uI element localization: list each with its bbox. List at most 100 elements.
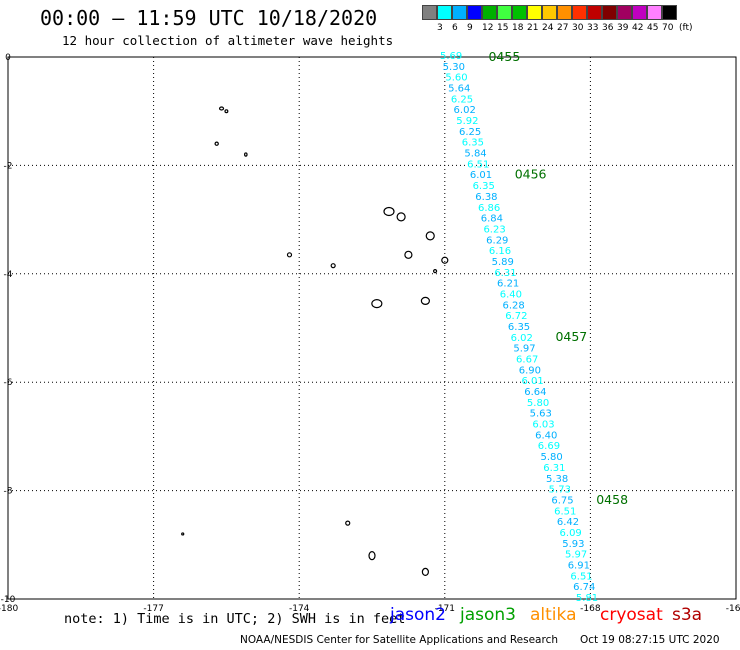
- longitude-label: -174: [289, 604, 310, 614]
- legend-label: 45: [647, 23, 659, 33]
- wave-height-value: 5.63: [530, 409, 552, 420]
- legend-labels: 3 6 9 12 15 18 21 24 27 30 33 36 39 42 45 70 (ft): [422, 23, 740, 35]
- wave-height-value: 6.31: [543, 463, 565, 474]
- longitude-label: -180: [0, 604, 18, 614]
- legend-label: 27: [557, 23, 569, 33]
- legend-label: (ft): [679, 23, 693, 33]
- legend-label: 12: [482, 23, 494, 33]
- track-time-label: 0455: [488, 49, 520, 64]
- satellite-track: 5.695.305.605.646.256.025.926.256.355.84…: [440, 49, 628, 604]
- wave-height-value: 6.03: [532, 420, 554, 431]
- wave-height-value: 5.81: [576, 593, 598, 604]
- track-time-label: 0458: [596, 492, 628, 507]
- island-outline: [371, 299, 383, 309]
- longitude-label: -177: [143, 604, 163, 614]
- legend-swatch: [437, 5, 452, 20]
- legend-label: 3: [437, 23, 443, 33]
- island-outline: [181, 532, 185, 536]
- wave-height-value: 5.30: [443, 62, 465, 73]
- latitude-label: -10: [1, 595, 16, 605]
- legend-swatch: [482, 5, 497, 20]
- map-grid: [7, 56, 737, 600]
- legend-label: 33: [587, 23, 599, 33]
- wave-height-value: 6.38: [475, 192, 497, 203]
- wave-height-value: 6.35: [508, 322, 530, 333]
- wave-height-value: 5.69: [440, 51, 462, 62]
- legend-label: 15: [497, 23, 509, 33]
- axis-labels: -180 -177 -174 -171 -168 -165 0 -2 -4 -6 -8 -10: [0, 53, 740, 614]
- island-outlines: [181, 106, 449, 577]
- legend-swatch: [422, 5, 437, 20]
- wave-height-value: 5.80: [541, 452, 563, 463]
- legend-label: 9: [467, 23, 473, 33]
- island-outline: [404, 250, 413, 259]
- wave-height-value: 6.16: [489, 246, 511, 257]
- page-title: 00:00 – 11:59 UTC 10/18/2020: [40, 6, 378, 30]
- legend-swatch: [617, 5, 632, 20]
- latitude-label: -8: [4, 487, 13, 497]
- island-outline: [432, 268, 438, 274]
- page-subtitle: 12 hour collection of altimeter wave hei…: [62, 33, 394, 48]
- wave-height-value: 6.40: [535, 430, 557, 441]
- wave-height-value: 6.25: [451, 94, 473, 105]
- legend-label: 70: [662, 23, 674, 33]
- legend-label: 42: [632, 23, 644, 33]
- legend-swatch: [497, 5, 512, 20]
- island-outline: [368, 551, 376, 561]
- legend-label: 30: [572, 23, 584, 33]
- legend-swatch: [542, 5, 557, 20]
- credit-text: NOAA/NESDIS Center for Satellite Applica…: [240, 634, 558, 646]
- wave-height-value: 6.69: [538, 441, 560, 452]
- wave-height-value: 6.51: [570, 571, 592, 582]
- legend-label: 6: [452, 23, 458, 33]
- legend-label: 21: [527, 23, 539, 33]
- wave-height-value: 6.64: [524, 387, 546, 398]
- island-outline: [244, 152, 248, 157]
- wave-height-value: 6.35: [462, 138, 484, 149]
- wave-height-value: 6.29: [486, 235, 508, 246]
- longitude-label: -168: [580, 604, 601, 614]
- wave-height-value: 5.93: [562, 539, 584, 550]
- island-outline: [224, 109, 229, 114]
- legend-label: 18: [512, 23, 524, 33]
- wave-height-value: 5.64: [448, 84, 470, 95]
- generated-timestamp: Oct 19 08:27:15 UTC 2020: [580, 634, 720, 646]
- latitude-label: -6: [4, 378, 13, 388]
- wave-height-value: 6.40: [500, 289, 522, 300]
- legend-swatch: [662, 5, 677, 20]
- legend-swatch: [467, 5, 482, 20]
- legend-swatch: [557, 5, 572, 20]
- island-outline: [330, 263, 336, 269]
- legend-swatch: [512, 5, 527, 20]
- wave-height-value: 6.91: [568, 560, 590, 571]
- wave-height-value: 6.01: [470, 170, 492, 181]
- wave-height-value: 5.84: [464, 149, 486, 160]
- island-outline: [218, 106, 225, 111]
- island-outline: [286, 252, 293, 258]
- wave-height-value: 6.67: [516, 355, 538, 366]
- wave-height-value: 6.90: [519, 365, 541, 376]
- island-outline: [425, 231, 435, 241]
- satellite-label-jason2: jason2: [390, 605, 446, 625]
- wave-height-value: 5.60: [445, 73, 467, 84]
- satellite-label-cryosat: cryosat: [600, 605, 663, 625]
- wave-height-value: 5.38: [546, 474, 568, 485]
- island-outline: [214, 141, 219, 146]
- legend-label: 39: [617, 23, 629, 33]
- wave-height-value: 6.02: [511, 333, 533, 344]
- legend-swatches: [422, 5, 677, 20]
- island-outline: [383, 206, 395, 217]
- latitude-label: -4: [4, 270, 13, 280]
- wave-height-value: 5.73: [549, 485, 571, 496]
- island-outline: [396, 212, 406, 222]
- legend-swatch: [527, 5, 542, 20]
- island-outline: [441, 256, 449, 264]
- island-outline: [421, 567, 429, 577]
- wave-height-value: 6.28: [502, 300, 524, 311]
- wave-height-value: 5.97: [513, 344, 535, 355]
- island-outline: [345, 520, 351, 526]
- wave-height-value: 5.97: [565, 550, 587, 561]
- wave-height-value: 6.84: [481, 214, 503, 225]
- wave-height-value: 6.21: [497, 279, 519, 290]
